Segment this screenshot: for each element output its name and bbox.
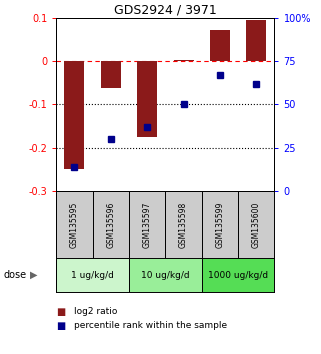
Bar	[129, 258, 202, 292]
Bar	[246, 20, 266, 61]
Text: GSM135597: GSM135597	[143, 201, 152, 248]
Title: GDS2924 / 3971: GDS2924 / 3971	[114, 4, 217, 17]
Bar	[165, 191, 202, 258]
Bar	[92, 191, 129, 258]
Text: GSM135595: GSM135595	[70, 201, 79, 248]
Bar	[56, 258, 129, 292]
Bar	[64, 61, 84, 169]
Text: GSM135600: GSM135600	[252, 201, 261, 248]
Text: 1 ug/kg/d: 1 ug/kg/d	[71, 271, 114, 280]
Text: GSM135598: GSM135598	[179, 202, 188, 248]
Text: ■: ■	[56, 307, 65, 316]
Bar	[137, 61, 157, 137]
Text: 10 ug/kg/d: 10 ug/kg/d	[141, 271, 190, 280]
Bar	[101, 61, 121, 88]
Text: dose: dose	[3, 270, 26, 280]
Bar	[129, 191, 165, 258]
Text: GSM135599: GSM135599	[215, 201, 224, 248]
Bar	[210, 30, 230, 61]
Bar	[238, 191, 274, 258]
Text: ▶: ▶	[30, 270, 38, 280]
Text: log2 ratio: log2 ratio	[74, 307, 117, 316]
Text: percentile rank within the sample: percentile rank within the sample	[74, 321, 227, 330]
Text: GSM135596: GSM135596	[106, 201, 115, 248]
Bar	[56, 191, 92, 258]
Bar	[202, 258, 274, 292]
Bar	[173, 60, 194, 61]
Text: ■: ■	[56, 321, 65, 331]
Text: 1000 ug/kg/d: 1000 ug/kg/d	[208, 271, 268, 280]
Bar	[202, 191, 238, 258]
